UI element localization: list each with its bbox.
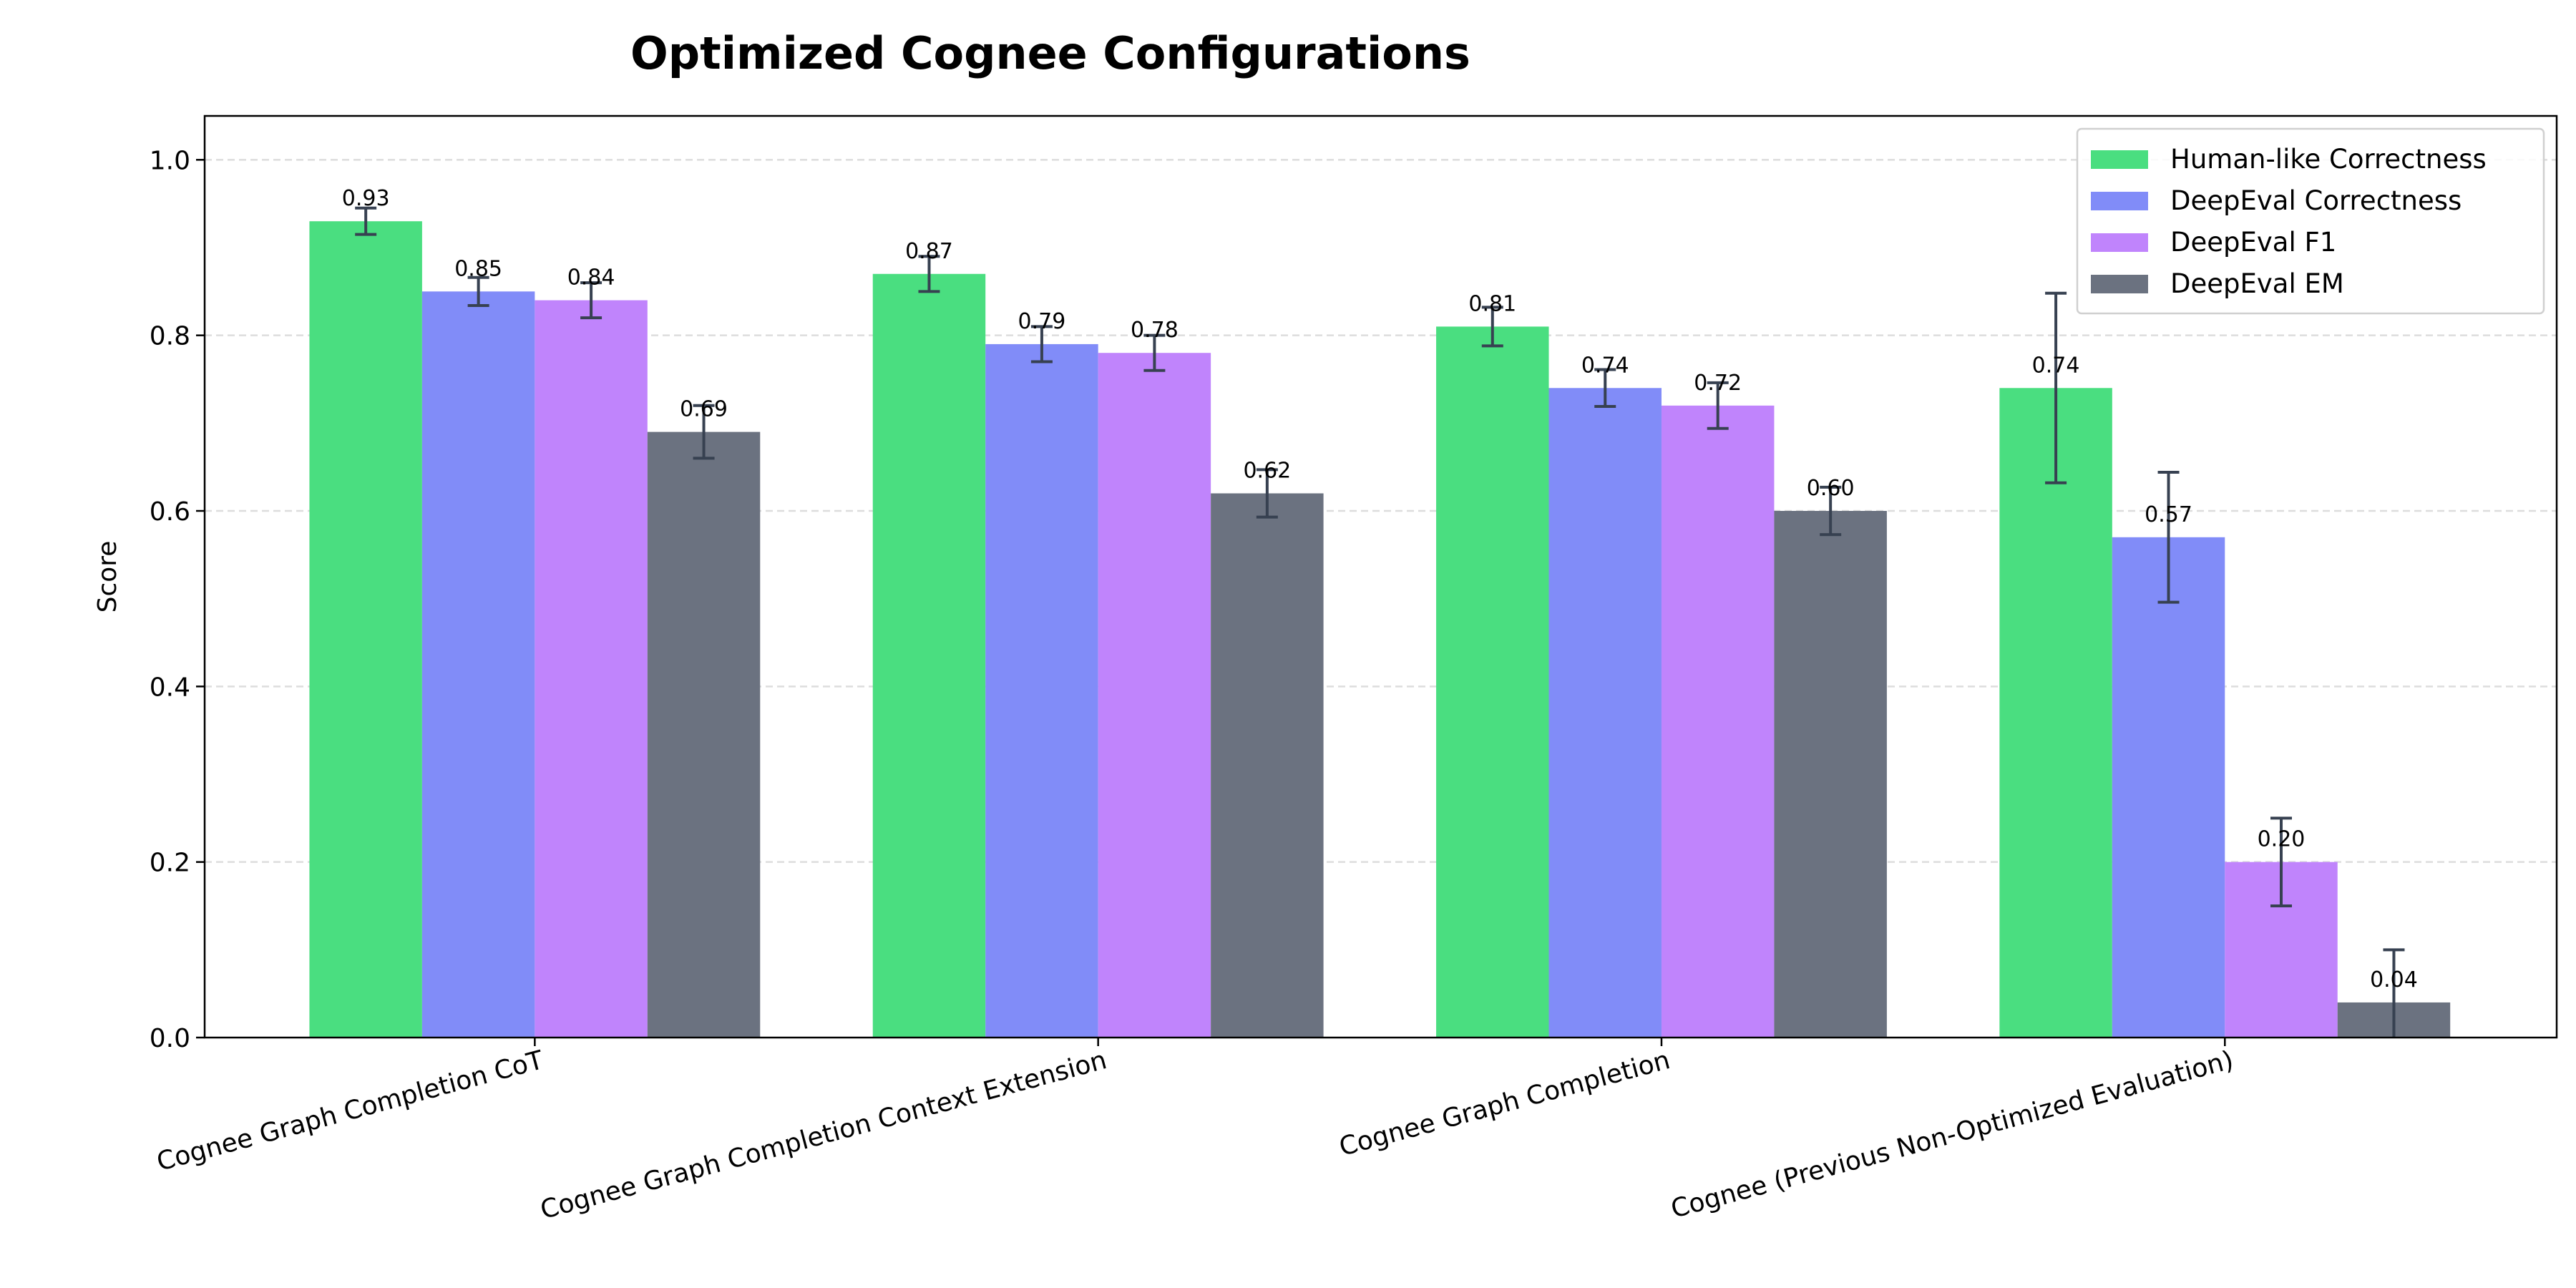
data-label: 0.72 <box>1694 371 1742 396</box>
legend-label: DeepEval F1 <box>2170 227 2336 258</box>
data-label: 0.87 <box>905 239 953 264</box>
data-label: 0.04 <box>2370 967 2418 992</box>
y-tick-label: 0.8 <box>150 322 190 351</box>
bar <box>421 291 535 1038</box>
bar <box>1661 405 1775 1038</box>
data-label: 0.60 <box>1807 476 1855 501</box>
data-label: 0.57 <box>2145 502 2192 527</box>
legend-swatch <box>2091 192 2148 210</box>
legend-box <box>2076 127 2545 315</box>
bar <box>1999 388 2112 1038</box>
data-label: 0.93 <box>342 186 390 211</box>
bar <box>309 221 422 1038</box>
x-tick-label: Cognee (Previous Non-Optimized Evaluatio… <box>1668 1045 2237 1224</box>
bar <box>985 343 1098 1038</box>
x-tick-label: Cognee Graph Completion CoT <box>154 1045 547 1177</box>
plot-frame <box>203 114 2558 1039</box>
legend-swatch <box>2091 233 2148 252</box>
x-tick-label: Cognee Graph Completion <box>1336 1045 1673 1162</box>
legend-label: DeepEval EM <box>2170 268 2344 299</box>
data-label: 0.81 <box>1468 291 1516 316</box>
data-label: 0.62 <box>1243 458 1291 483</box>
legend-swatch <box>2091 275 2148 293</box>
data-label: 0.20 <box>2258 827 2306 852</box>
y-tick-label: 0.2 <box>150 849 190 878</box>
x-tick-label: Cognee Graph Completion Context Extensio… <box>537 1045 1110 1225</box>
data-label: 0.78 <box>1131 318 1179 343</box>
y-axis-label: Score <box>93 541 122 613</box>
chart-title: Optimized Cognee Configurations <box>630 27 1470 79</box>
bar <box>535 300 648 1038</box>
bar <box>1774 511 1887 1038</box>
bar <box>1098 353 1211 1038</box>
data-label: 0.74 <box>1581 353 1629 378</box>
data-label: 0.84 <box>567 265 615 291</box>
data-label: 0.85 <box>454 256 502 281</box>
bar <box>2112 537 2225 1038</box>
bar <box>1436 326 1549 1038</box>
y-tick-label: 1.0 <box>150 146 190 175</box>
y-tick-label: 0.6 <box>150 497 190 527</box>
y-tick-label: 0.0 <box>150 1024 190 1053</box>
legend-label: Human-like Correctness <box>2170 144 2487 175</box>
data-label: 0.69 <box>680 397 728 422</box>
legend: Human-like Correctness DeepEval Correctne… <box>2076 127 2545 315</box>
bar <box>647 431 761 1038</box>
bar <box>872 273 986 1038</box>
bar <box>1548 388 1662 1038</box>
data-label: 0.79 <box>1018 309 1066 334</box>
bar <box>1211 493 1324 1038</box>
y-tick-label: 0.4 <box>150 673 190 702</box>
legend-swatch <box>2091 150 2148 169</box>
data-label: 0.74 <box>2032 353 2080 378</box>
legend-label: DeepEval Correctness <box>2170 185 2462 216</box>
